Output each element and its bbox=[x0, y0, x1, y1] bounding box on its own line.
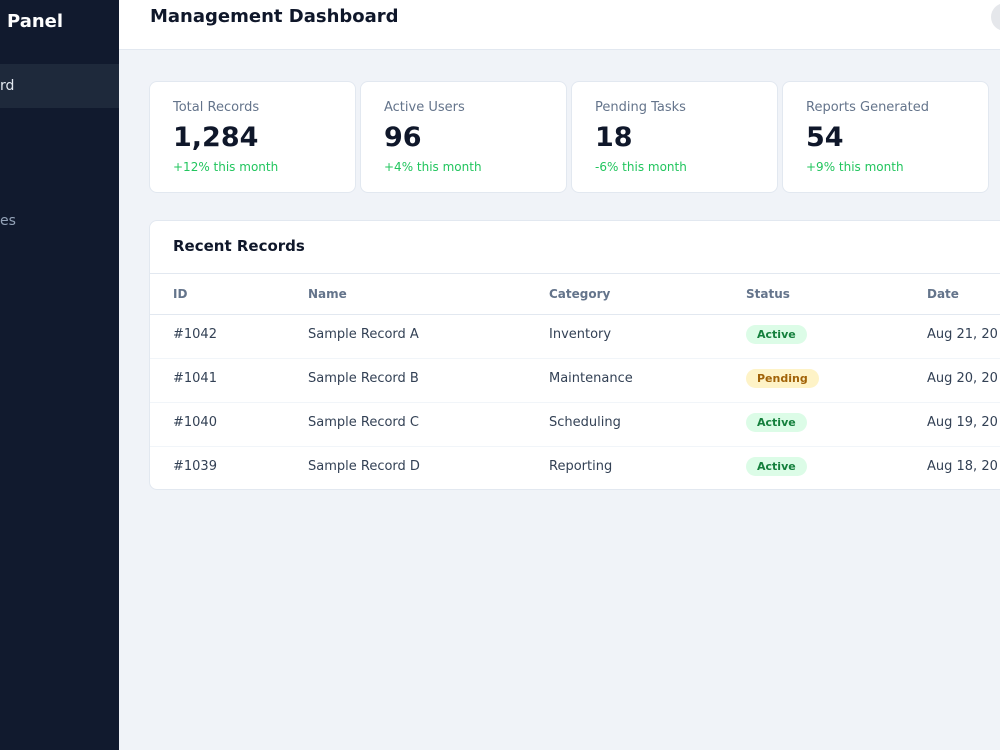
stat-change: -6% this month bbox=[595, 160, 687, 174]
stat-change: +4% this month bbox=[384, 160, 482, 174]
stat-value: 96 bbox=[384, 122, 422, 153]
column-header: Date bbox=[927, 287, 959, 301]
stat-card: Reports Generated 54 +9% this month bbox=[782, 81, 989, 193]
table-cell: Sample Record B bbox=[308, 371, 419, 386]
stat-card: Active Users 96 +4% this month bbox=[360, 81, 567, 193]
divider bbox=[150, 314, 1000, 315]
table-cell: Sample Record C bbox=[308, 415, 420, 430]
nav-label[interactable]: es bbox=[0, 213, 16, 229]
stat-change: +9% this month bbox=[806, 160, 904, 174]
status-badge: Active bbox=[746, 457, 807, 476]
table-cell: Reporting bbox=[549, 459, 613, 474]
stat-label: Pending Tasks bbox=[595, 100, 686, 115]
column-header: Category bbox=[549, 287, 611, 301]
column-header: Status bbox=[746, 287, 790, 301]
status-badge: Active bbox=[746, 413, 807, 432]
stat-change: +12% this month bbox=[173, 160, 279, 174]
avatar[interactable] bbox=[991, 3, 1000, 31]
table-cell: Maintenance bbox=[549, 371, 633, 386]
nav-label[interactable]: rd bbox=[0, 78, 15, 94]
divider bbox=[150, 446, 1000, 447]
header: Management Dashboard bbox=[119, 0, 1000, 50]
sidebar-title: Panel bbox=[7, 11, 64, 32]
table-cell: Aug 18, 20 bbox=[927, 459, 998, 474]
table-cell: #1041 bbox=[173, 371, 217, 386]
table-cell: #1040 bbox=[173, 415, 217, 430]
nav-item-active[interactable]: rd bbox=[0, 64, 119, 108]
table-card: Recent Records ID Name Category Status Date #… bbox=[149, 220, 1000, 490]
table-cell: Sample Record D bbox=[308, 459, 420, 474]
stat-label: Total Records bbox=[173, 100, 260, 115]
sidebar: Panel rd es bbox=[0, 0, 119, 750]
table-cell: Aug 19, 20 bbox=[927, 415, 998, 430]
table-title: Recent Records bbox=[173, 237, 305, 255]
table-cell: #1042 bbox=[173, 327, 217, 342]
stat-label: Reports Generated bbox=[806, 100, 929, 115]
table-cell: Inventory bbox=[549, 327, 612, 342]
table-cell: Aug 20, 20 bbox=[927, 371, 998, 386]
status-badge: Active bbox=[746, 325, 807, 344]
stat-card: Pending Tasks 18 -6% this month bbox=[571, 81, 778, 193]
divider bbox=[150, 402, 1000, 403]
page-title: Management Dashboard bbox=[150, 6, 399, 27]
divider bbox=[150, 358, 1000, 359]
stat-value: 54 bbox=[806, 122, 844, 153]
stat-card: Total Records 1,284 +12% this month bbox=[149, 81, 356, 193]
divider bbox=[150, 273, 1000, 274]
table-cell: Scheduling bbox=[549, 415, 621, 430]
status-badge: Pending bbox=[746, 369, 819, 388]
stat-value: 1,284 bbox=[173, 122, 259, 153]
table-cell: #1039 bbox=[173, 459, 217, 474]
column-header: Name bbox=[308, 287, 347, 301]
stat-label: Active Users bbox=[384, 100, 465, 115]
stat-value: 18 bbox=[595, 122, 633, 153]
column-header: ID bbox=[173, 287, 188, 301]
table-cell: Sample Record A bbox=[308, 327, 419, 342]
table-cell: Aug 21, 20 bbox=[927, 327, 998, 342]
